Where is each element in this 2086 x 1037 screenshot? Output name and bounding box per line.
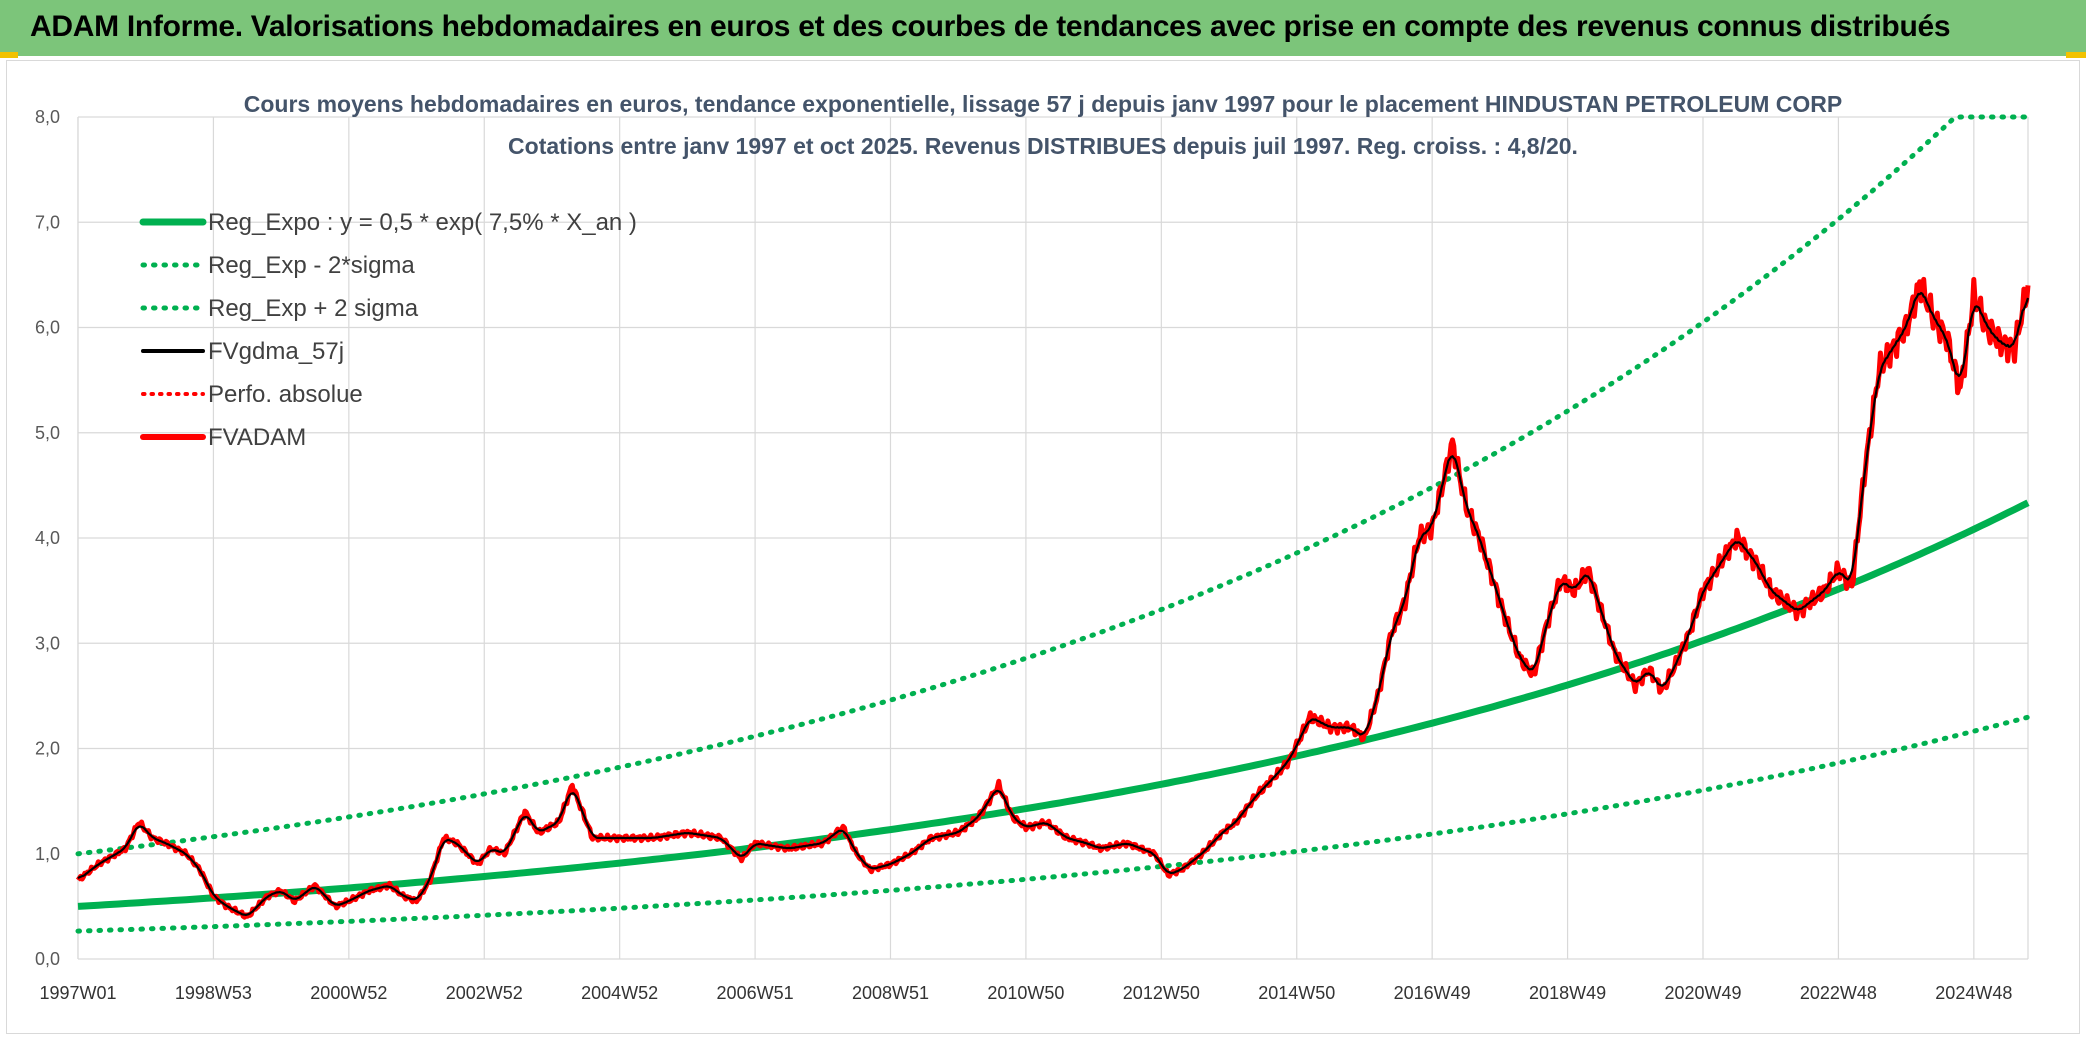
y-tick-label: 4,0 <box>35 528 60 548</box>
series-layer <box>75 114 2031 934</box>
x-tick-label: 2022W48 <box>1800 983 1877 1003</box>
chart-subtitle: Cotations entre janv 1997 et oct 2025. R… <box>508 133 1578 159</box>
y-tick-label: 1,0 <box>35 844 60 864</box>
header-accent-left <box>0 52 18 58</box>
legend-reg-plus-2sigma: Reg_Exp + 2 sigma <box>140 295 419 322</box>
y-tick-label: 6,0 <box>35 318 60 338</box>
y-tick-label: 7,0 <box>35 212 60 232</box>
series-reg-minus-2sigma <box>75 714 2031 934</box>
x-tick-label: 2016W49 <box>1394 983 1471 1003</box>
legend-reg-minus-2sigma: Reg_Exp - 2*sigma <box>140 252 415 279</box>
y-tick-label: 3,0 <box>35 633 60 653</box>
tick-layer: 0,0 1,0 2,0 3,0 4,0 5,0 6,0 7,0 8,0 1997W01 1998W5… <box>35 107 2012 1003</box>
series-reg-plus-2sigma <box>75 114 2031 857</box>
header-title: ADAM Informe. Valorisations hebdomadaire… <box>30 10 1951 43</box>
legend-reg-expo: Reg_Expo : y = 0,5 * exp( 7,5% * X_an ) <box>139 209 637 236</box>
legend-fvadam: FVADAM <box>140 424 306 451</box>
legend-label: FVgdma_57j <box>208 338 344 365</box>
x-tick-label: 2000W52 <box>310 983 387 1003</box>
x-tick-label: 2002W52 <box>446 983 523 1003</box>
x-tick-label: 2004W52 <box>581 983 658 1003</box>
legend-label: Reg_Expo : y = 0,5 * exp( 7,5% * X_an ) <box>208 209 637 236</box>
series-fvgdma-57j <box>77 291 2030 916</box>
legend-fvgdma-57j: FVgdma_57j <box>141 338 344 365</box>
x-tick-label: 1997W01 <box>39 983 116 1003</box>
legend-label: FVADAM <box>208 424 306 451</box>
y-tick-label: 5,0 <box>35 423 60 443</box>
x-tick-label: 2020W49 <box>1664 983 1741 1003</box>
legend-perfo-absolue: Perfo. absolue <box>141 381 363 408</box>
x-tick-label: 2006W51 <box>717 983 794 1003</box>
x-tick-label: 2014W50 <box>1258 983 1335 1003</box>
chart-title: Cours moyens hebdomadaires en euros, ten… <box>244 91 1843 117</box>
x-tick-label: 2012W50 <box>1123 983 1200 1003</box>
x-tick-label: 2024W48 <box>1935 983 2012 1003</box>
legend-label: Reg_Exp + 2 sigma <box>208 295 419 322</box>
header-accent-right <box>2066 52 2086 58</box>
x-tick-label: 2018W49 <box>1529 983 1606 1003</box>
x-tick-label: 2010W50 <box>987 983 1064 1003</box>
y-tick-label: 0,0 <box>35 949 60 969</box>
y-tick-label: 8,0 <box>35 107 60 127</box>
header-bar: ADAM Informe. Valorisations hebdomadaire… <box>0 0 2086 58</box>
legend-label: Reg_Exp - 2*sigma <box>208 252 415 279</box>
legend-label: Perfo. absolue <box>208 381 363 408</box>
legend: Reg_Expo : y = 0,5 * exp( 7,5% * X_an ) R… <box>139 209 637 451</box>
series-fvadam <box>75 276 2031 920</box>
series-reg-expo <box>77 499 2030 910</box>
x-tick-label: 1998W53 <box>175 983 252 1003</box>
y-tick-label: 2,0 <box>35 739 60 759</box>
x-tick-label: 2008W51 <box>852 983 929 1003</box>
